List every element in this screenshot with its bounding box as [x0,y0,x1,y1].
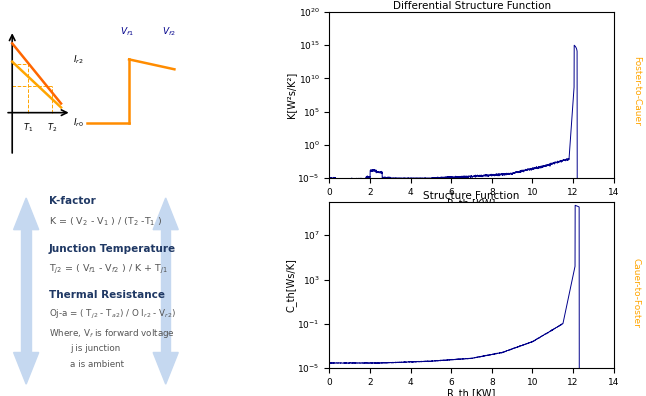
Text: Where, V$_f$ is forward voltage: Where, V$_f$ is forward voltage [49,327,174,340]
Text: K = ( V$_2$ - V$_1$ ) / (T$_2$ -T$_1$ ): K = ( V$_2$ - V$_1$ ) / (T$_2$ -T$_1$ ) [49,216,162,228]
Text: $I_{r2}$: $I_{r2}$ [73,53,84,66]
Text: K-factor: K-factor [49,196,96,206]
Text: Thermal Resistance: Thermal Resistance [49,290,165,300]
Title: Differential Structure Function: Differential Structure Function [393,1,550,11]
X-axis label: R_th [KW]: R_th [KW] [448,388,495,396]
Text: $V_1$: $V_1$ [0,58,1,70]
Text: $V_2$: $V_2$ [0,80,1,92]
Polygon shape [161,230,171,352]
Text: a is ambient: a is ambient [70,360,124,369]
Y-axis label: K[W²s/K²]: K[W²s/K²] [286,72,296,118]
Text: $V_{f1}$: $V_{f1}$ [120,25,134,38]
Text: $I_{r0}$: $I_{r0}$ [73,116,84,129]
X-axis label: R_th [KW]: R_th [KW] [448,198,495,209]
Text: $V_{f2}$: $V_{f2}$ [162,25,176,38]
Text: T$_{j2}$ = ( V$_{f1}$ - V$_{f2}$ ) / K + T$_{j1}$: T$_{j2}$ = ( V$_{f1}$ - V$_{f2}$ ) / K +… [49,263,168,276]
Polygon shape [14,352,39,384]
Text: Cauer-to-Foster: Cauer-to-Foster [632,258,641,328]
Text: $T_1$: $T_1$ [23,122,33,134]
Text: Foster-to-Cauer: Foster-to-Cauer [632,56,641,126]
Polygon shape [153,352,178,384]
Text: j is junction: j is junction [70,344,120,353]
Polygon shape [21,230,31,352]
Text: Oj-a = ( T$_{j2}$ - T$_{a2}$) / O I$_{r2}$ - V$_{r2}$): Oj-a = ( T$_{j2}$ - T$_{a2}$) / O I$_{r2… [49,308,176,321]
Y-axis label: C_th[Ws/K]: C_th[Ws/K] [285,258,296,312]
Text: $T_2$: $T_2$ [47,122,57,134]
Polygon shape [14,198,39,230]
Polygon shape [153,198,178,230]
Title: Structure Function: Structure Function [423,191,520,201]
Text: Junction Temperature: Junction Temperature [49,244,176,253]
